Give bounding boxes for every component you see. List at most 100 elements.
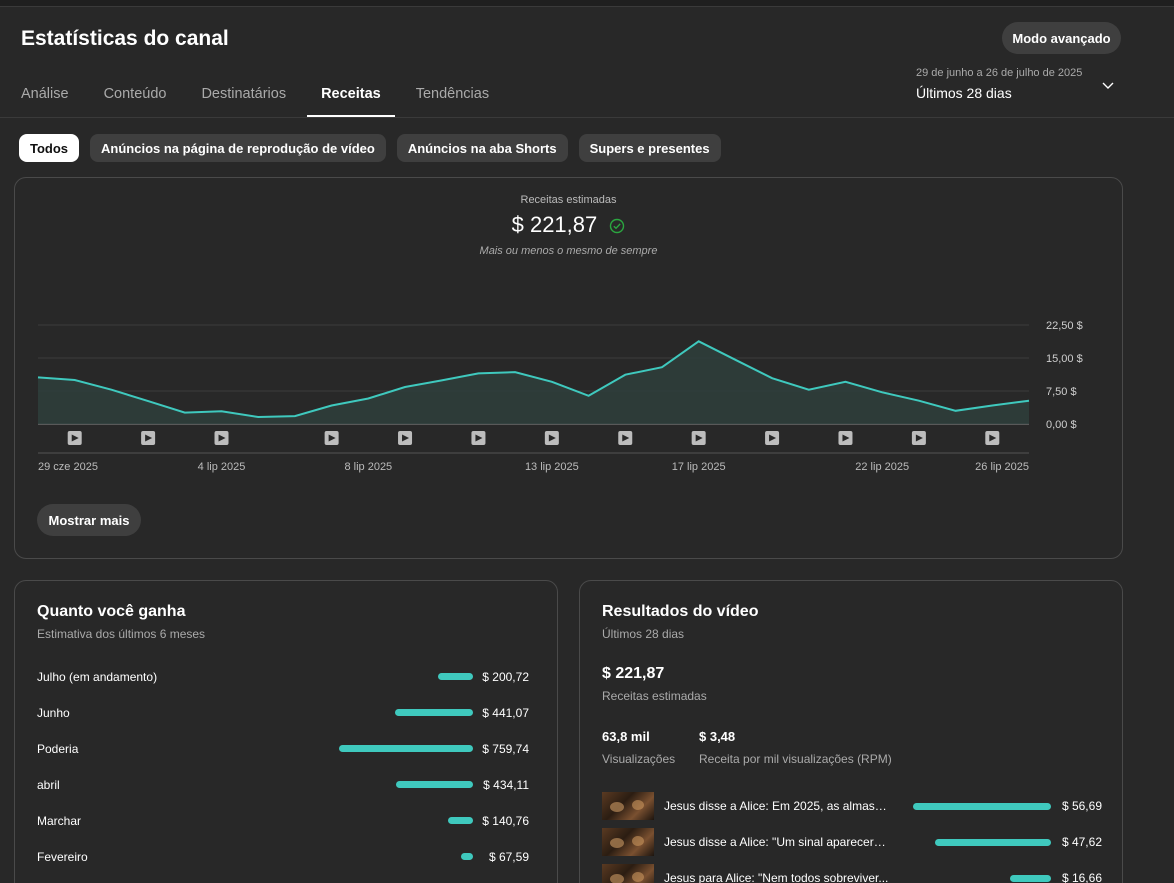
video-row[interactable]: Jesus disse a Alice: "Um sinal aparecerá… — [602, 828, 1102, 856]
video-revenue-label: Receitas estimadas — [602, 689, 707, 703]
advanced-mode-button[interactable]: Modo avançado — [1002, 22, 1121, 54]
revenue-chart-card: Receitas estimadas $ 221,87 Mais ou meno… — [14, 177, 1123, 559]
check-circle-icon — [610, 218, 625, 234]
views-label: Visualizações — [602, 752, 676, 766]
x-tick-label: 13 lip 2025 — [525, 461, 579, 473]
play-icon — [218, 434, 226, 442]
earnings-bar — [461, 853, 473, 860]
video-title[interactable]: Jesus disse a Alice: Em 2025, as almas s… — [664, 799, 889, 813]
y-tick-label: 15,00 $ — [1046, 353, 1083, 365]
chip-watch-page-ads[interactable]: Anúncios na página de reprodução de víde… — [90, 134, 386, 162]
video-thumbnail[interactable] — [602, 828, 654, 856]
rpm-label: Receita por mil visualizações (RPM) — [699, 752, 892, 766]
date-range-picker[interactable]: 29 de junho a 26 de julho de 2025 Último… — [916, 67, 1082, 101]
revenue-value: $ 221,87 — [511, 212, 598, 237]
earnings-row: Fevereiro $ 67,59 — [37, 847, 529, 867]
play-icon — [71, 434, 79, 442]
tab-destinatarios[interactable]: Destinatários — [201, 86, 287, 102]
tab-tendencias[interactable]: Tendências — [415, 86, 490, 102]
page-title: Estatísticas do canal — [21, 27, 229, 50]
earnings-month-label: Fevereiro — [37, 850, 88, 864]
earnings-value: $ 434,11 — [483, 778, 529, 792]
tab-conteudo[interactable]: Conteúdo — [103, 86, 167, 102]
earnings-row: Poderia $ 759,74 — [37, 739, 529, 759]
play-icon — [475, 434, 483, 442]
earnings-bar — [395, 709, 473, 716]
earnings-bar — [448, 817, 473, 824]
play-icon — [145, 434, 153, 442]
chip-all[interactable]: Todos — [19, 134, 80, 162]
video-results-subtitle: Últimos 28 dias — [602, 627, 685, 641]
earnings-row: abril $ 434,11 — [37, 775, 529, 795]
video-title[interactable]: Jesus para Alice: "Nem todos sobreviver.… — [664, 871, 889, 883]
earnings-month-label: Marchar — [37, 814, 82, 828]
tab-bar: Análise Conteúdo Destinatários Receitas … — [21, 86, 524, 118]
y-tick-label: 22,50 $ — [1046, 320, 1083, 332]
y-tick-label: 0,00 $ — [1046, 419, 1077, 431]
chip-supers-gifts[interactable]: Supers e presentes — [578, 134, 721, 162]
play-icon — [915, 434, 923, 442]
date-range-label: Últimos 28 dias — [916, 85, 1012, 101]
rpm-value: $ 3,48 — [699, 729, 736, 744]
x-tick-label: 22 lip 2025 — [855, 461, 909, 473]
revenue-chart: 22,50 $ 15,00 $ 7,50 $ 0,00 $ 29 cze 2025 4 l… — [37, 320, 1083, 473]
earnings-row: Junho $ 441,07 — [37, 703, 529, 723]
earnings-row: Julho (em andamento) $ 200,72 — [37, 667, 529, 687]
earnings-month-label: Poderia — [37, 742, 79, 756]
views-metric: 63,8 mil Visualizações — [602, 729, 675, 766]
tab-receitas[interactable]: Receitas — [307, 86, 395, 118]
earnings-month-label: abril — [37, 778, 60, 792]
earnings-row: Marchar $ 140,76 — [37, 811, 529, 831]
earnings-title: Quanto você ganha — [37, 603, 186, 620]
video-revenue-total: $ 221,87 — [602, 665, 665, 682]
earnings-card: Quanto você ganha Estimativa dos últimos… — [14, 580, 558, 883]
revenue-note: Mais ou menos o mesmo de sempre — [479, 245, 658, 257]
video-revenue-value: $ 16,66 — [1061, 871, 1102, 883]
earnings-value: $ 140,76 — [482, 814, 529, 828]
rpm-metric: $ 3,48 Receita por mil visualizações (RP… — [699, 729, 892, 766]
earnings-value: $ 759,74 — [482, 742, 529, 756]
revenue-line — [37, 340, 1030, 419]
earnings-bar — [396, 781, 473, 788]
play-icon — [402, 434, 410, 442]
earnings-bar — [438, 673, 473, 680]
earnings-value: $ 200,72 — [482, 670, 529, 684]
play-icon — [989, 434, 997, 442]
video-row[interactable]: Jesus disse a Alice: Em 2025, as almas s… — [602, 792, 1102, 820]
y-tick-label: 7,50 $ — [1046, 386, 1077, 398]
earnings-subtitle: Estimativa dos últimos 6 meses — [37, 627, 206, 641]
video-thumbnail[interactable] — [602, 864, 654, 883]
earnings-bar — [339, 745, 473, 752]
video-title[interactable]: Jesus disse a Alice: "Um sinal aparecerá… — [664, 835, 889, 849]
x-tick-label: 29 cze 2025 — [38, 461, 98, 473]
video-revenue-bar — [1010, 875, 1051, 882]
revenue-label: Receitas estimadas — [520, 194, 617, 206]
play-icon — [548, 434, 556, 442]
x-tick-label: 17 lip 2025 — [672, 461, 726, 473]
play-icon — [695, 434, 703, 442]
chip-shorts-ads[interactable]: Anúncios na aba Shorts — [396, 134, 568, 162]
revenue-filter-chips: Todos Anúncios na página de reprodução d… — [19, 134, 721, 162]
views-value: 63,8 mil — [602, 729, 650, 744]
x-tick-label: 26 lip 2025 — [975, 461, 1029, 473]
earnings-value: $ 441,07 — [482, 706, 529, 720]
top-divider — [0, 0, 1174, 7]
date-range-dates: 29 de junho a 26 de julho de 2025 — [916, 67, 1083, 79]
video-results-title: Resultados do vídeo — [602, 603, 759, 620]
video-results-card: Resultados do vídeo Últimos 28 dias $ 22… — [579, 580, 1123, 883]
tabs-divider — [0, 117, 1174, 118]
play-icon — [842, 434, 850, 442]
video-revenue-value: $ 56,69 — [1061, 799, 1102, 813]
earnings-month-label: Julho (em andamento) — [37, 670, 158, 684]
earnings-month-label: Junho — [37, 706, 70, 720]
tab-analise[interactable]: Análise — [21, 86, 69, 102]
video-thumbnail[interactable] — [602, 792, 654, 820]
earnings-value: $ 67,59 — [488, 850, 529, 864]
x-tick-label: 8 lip 2025 — [344, 461, 392, 473]
x-tick-label: 4 lip 2025 — [198, 461, 246, 473]
video-revenue-bar — [913, 803, 1051, 810]
video-row[interactable]: Jesus para Alice: "Nem todos sobreviver.… — [602, 864, 1102, 883]
play-icon — [328, 434, 336, 442]
chevron-down-icon[interactable] — [1101, 79, 1115, 93]
show-more-button[interactable]: Mostrar mais — [37, 504, 141, 536]
